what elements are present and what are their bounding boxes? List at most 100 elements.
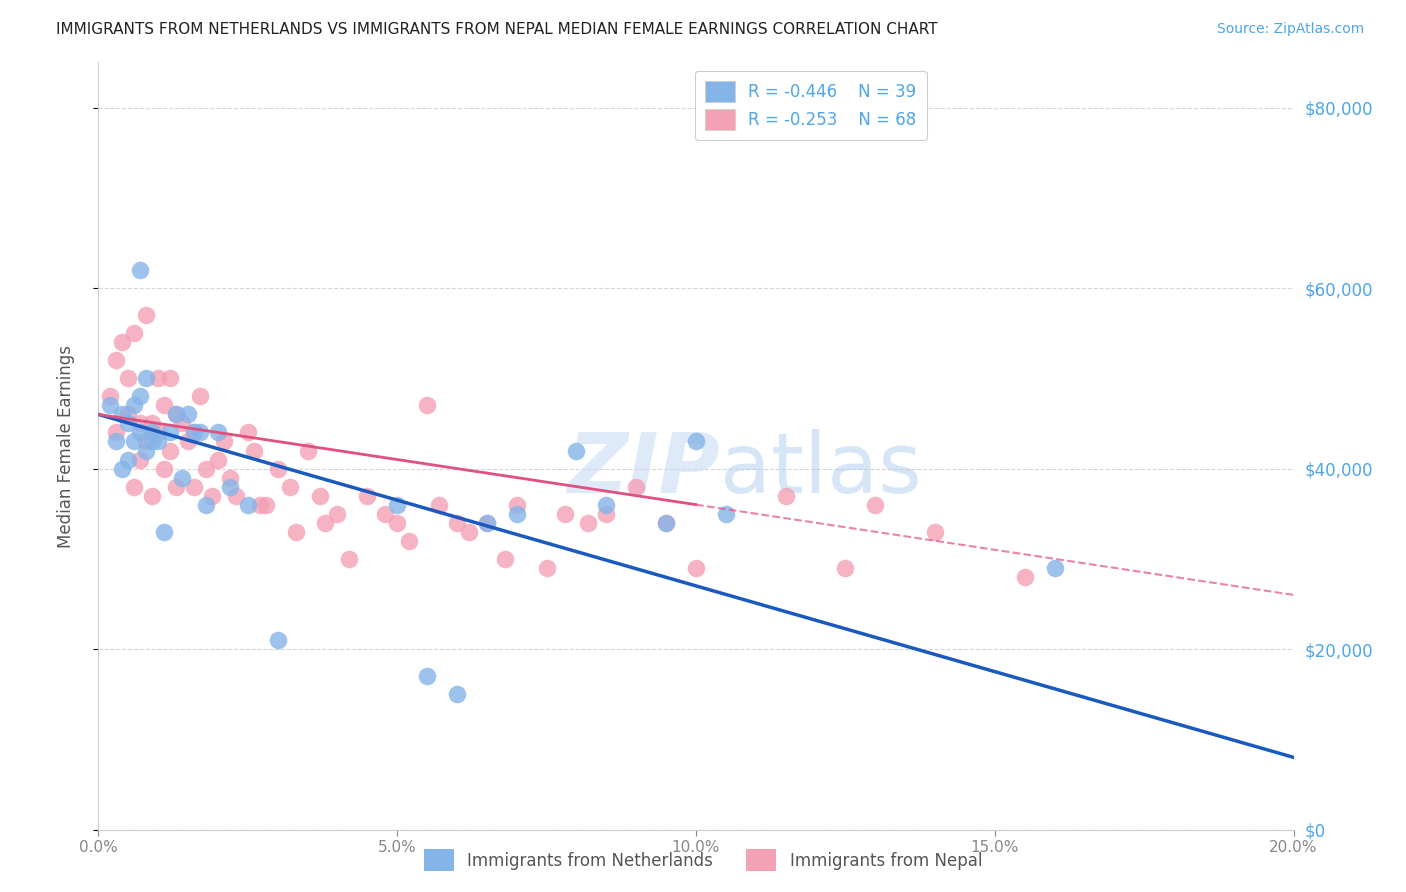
Y-axis label: Median Female Earnings: Median Female Earnings [56,344,75,548]
Point [111,461,134,475]
Point [129,425,152,440]
Point [267,633,290,648]
Point [141,425,163,440]
Legend: Immigrants from Netherlands, Immigrants from Nepal: Immigrants from Netherlands, Immigrants … [416,841,990,880]
Point [195,498,218,512]
Point [775,489,797,503]
Point [117,371,139,385]
Point [165,408,187,422]
Point [172,470,194,484]
Point [117,452,139,467]
Point [865,498,887,512]
Point [117,417,139,431]
Point [183,425,205,440]
Point [924,524,946,539]
Point [105,434,128,449]
Point [165,408,187,422]
Point [212,434,235,449]
Text: IMMIGRANTS FROM NETHERLANDS VS IMMIGRANTS FROM NEPAL MEDIAN FEMALE EARNINGS CORR: IMMIGRANTS FROM NETHERLANDS VS IMMIGRANT… [56,22,938,37]
Point [446,516,468,530]
Point [398,533,420,548]
Point [494,551,516,566]
Point [267,461,290,475]
Point [207,452,229,467]
Point [565,443,588,458]
Point [124,434,146,449]
Point [177,434,200,449]
Point [595,498,617,512]
Point [165,480,187,494]
Point [183,425,205,440]
Point [326,507,349,521]
Point [135,308,157,322]
Point [416,669,439,683]
Point [475,516,498,530]
Point [278,480,301,494]
Point [446,687,468,701]
Point [506,507,529,521]
Point [1014,570,1036,584]
Point [124,480,146,494]
Point [172,417,194,431]
Point [105,353,128,368]
Point [685,434,707,449]
Point [98,389,122,403]
Point [129,263,152,277]
Point [427,498,450,512]
Point [153,398,176,412]
Text: ZIP: ZIP [567,428,720,509]
Point [315,516,337,530]
Point [135,434,157,449]
Point [416,398,439,412]
Point [236,498,259,512]
Text: atlas: atlas [720,428,921,509]
Point [141,434,163,449]
Point [129,389,152,403]
Point [308,489,330,503]
Point [554,507,576,521]
Point [177,408,200,422]
Point [105,425,128,440]
Point [148,434,170,449]
Point [188,425,211,440]
Point [458,524,481,539]
Point [356,489,378,503]
Point [219,480,242,494]
Point [159,443,181,458]
Text: Source: ZipAtlas.com: Source: ZipAtlas.com [1216,22,1364,37]
Point [655,516,678,530]
Point [201,489,224,503]
Point [297,443,319,458]
Point [595,507,617,521]
Point [148,371,170,385]
Point [385,516,409,530]
Point [536,561,558,575]
Point [188,389,211,403]
Point [339,551,361,566]
Point [385,498,409,512]
Point [98,398,122,412]
Point [714,507,737,521]
Point [685,561,707,575]
Point [148,425,170,440]
Point [111,335,134,350]
Point [135,443,157,458]
Point [141,489,163,503]
Point [243,443,266,458]
Point [117,408,139,422]
Point [284,524,307,539]
Point [129,452,152,467]
Point [135,371,157,385]
Point [578,516,600,530]
Point [195,461,218,475]
Point [183,480,205,494]
Point [475,516,498,530]
Point [159,425,181,440]
Point [124,326,146,341]
Point [219,470,242,484]
Point [207,425,229,440]
Point [141,417,163,431]
Point [834,561,856,575]
Point [374,507,396,521]
Point [506,498,529,512]
